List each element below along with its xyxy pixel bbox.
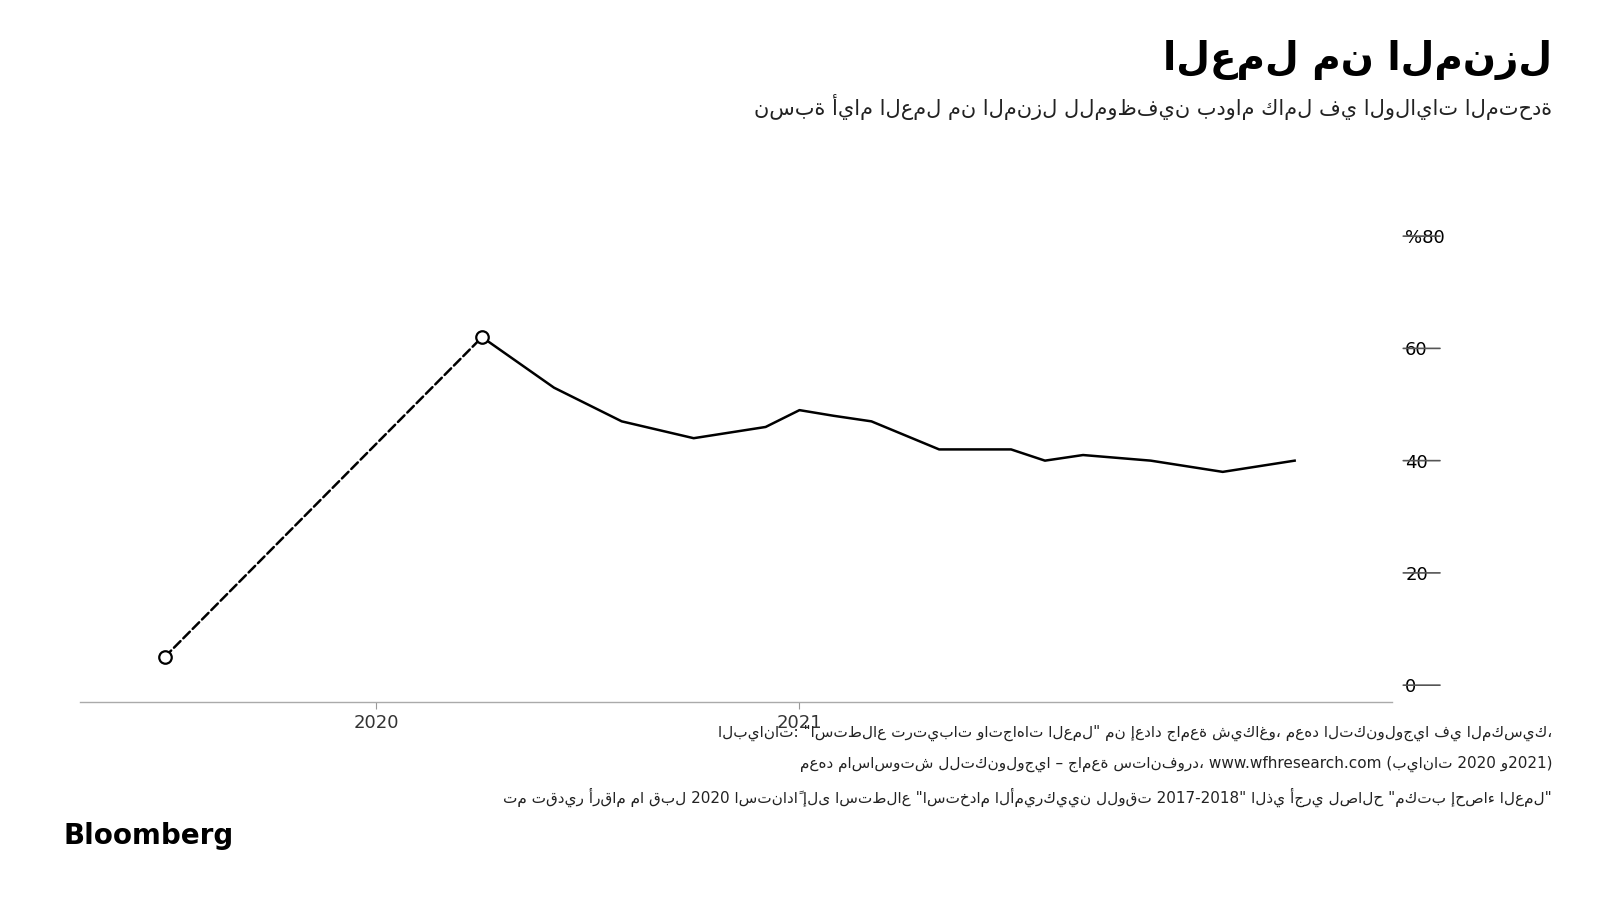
Text: العمل من المنزل: العمل من المنزل xyxy=(1163,40,1552,80)
Text: نسبة أيام العمل من المنزل للموظفين بدوام كامل في الولايات المتحدة: نسبة أيام العمل من المنزل للموظفين بدوام… xyxy=(754,94,1552,121)
Text: معهد ماساسوتش للتكنولوجيا – جامعة ستانفورد، www.wfhresearch.com (بيانات 2020 و20: معهد ماساسوتش للتكنولوجيا – جامعة ستانفو… xyxy=(800,756,1552,772)
Text: Bloomberg: Bloomberg xyxy=(64,823,234,850)
Text: تم تقدير أرقام ما قبل 2020 استناداً إلى استطلاع "استخدام الأميركيين للوقت 2017-2: تم تقدير أرقام ما قبل 2020 استناداً إلى … xyxy=(504,788,1552,806)
Text: البيانات: "استطلاع ترتيبات واتجاهات العمل" من إعداد جامعة شيكاغو، معهد التكنولوج: البيانات: "استطلاع ترتيبات واتجاهات العم… xyxy=(718,724,1552,741)
